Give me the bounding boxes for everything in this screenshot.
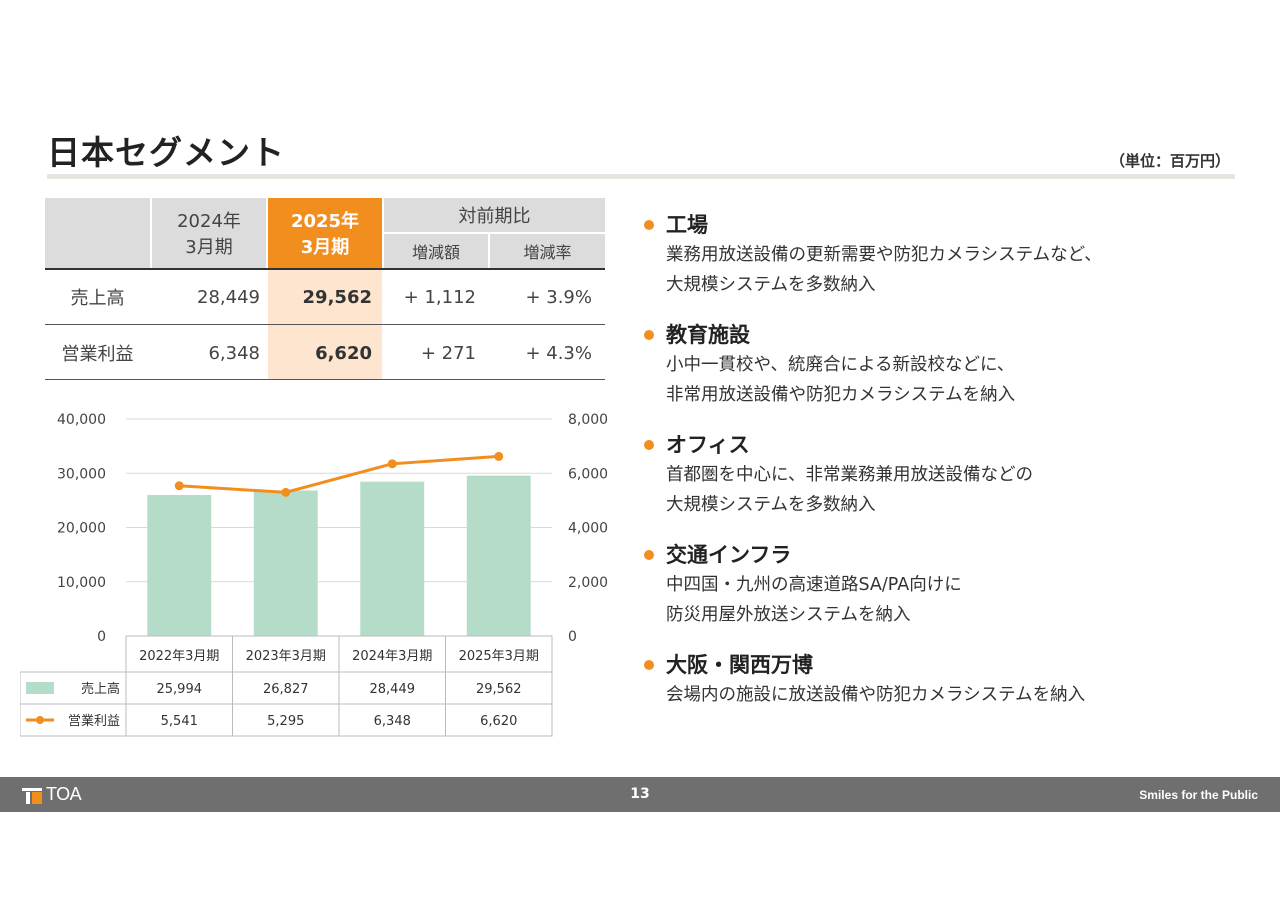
- table-rule-mid: [45, 324, 605, 325]
- row-profit-diff: + 271: [420, 342, 476, 364]
- legend-line-marker: [36, 716, 44, 724]
- legend-profit-label: 営業利益: [68, 713, 120, 729]
- line-profit: [179, 454, 499, 494]
- bullet-dot-icon: [644, 330, 654, 340]
- slogan: Smiles for the Public: [1139, 788, 1258, 802]
- table-profit-value: 6,620: [480, 714, 517, 729]
- y-right-tick: 6,000: [568, 466, 608, 482]
- highlight-line: 大規模システムを多数納入: [666, 495, 876, 515]
- bullet-dot-icon: [644, 550, 654, 560]
- table-profit-value: 6,348: [374, 714, 411, 729]
- bar-sales: [253, 490, 318, 636]
- highlight-head: 大阪・関西万博: [666, 653, 813, 677]
- header-2025: [268, 198, 382, 268]
- bullet-dot-icon: [644, 660, 654, 670]
- bullet-dot-icon: [644, 440, 654, 450]
- page-title: 日本セグメント: [47, 133, 285, 172]
- header-2024: [152, 198, 266, 268]
- table-sales-value: 25,994: [157, 682, 203, 697]
- header-rate-bg: [490, 234, 605, 268]
- y-right-tick: 2,000: [568, 575, 608, 591]
- highlight-line: 非常用放送設備や防犯カメラシステムを納入: [666, 385, 1016, 405]
- highlight-line: 小中一貫校や、統廃合による新設校などに、: [666, 355, 1015, 375]
- point-profit: [174, 481, 184, 491]
- page-number: 13: [630, 786, 650, 802]
- header-rate: 増減率: [523, 243, 572, 262]
- table-rule-top: [45, 268, 605, 270]
- bar-sales: [466, 475, 531, 636]
- highlight-head: 工場: [666, 213, 708, 237]
- y-left-tick: 10,000: [57, 575, 106, 591]
- highlight-line: 中四国・九州の高速道路SA/PA向けに: [666, 575, 962, 595]
- row-profit-2025: 6,620: [315, 342, 372, 364]
- header-2025-year: 2025年: [290, 211, 360, 232]
- header-diff: 増減額: [411, 243, 460, 262]
- highlight-line: 業務用放送設備の更新需要や防犯カメラシステムなど、: [666, 245, 1102, 265]
- bullet-dot-icon: [644, 220, 654, 230]
- highlight-expo: 大阪・関西万博 会場内の施設に放送設備や防犯カメラシステムを納入: [640, 650, 1240, 710]
- header-yoy-bg: [384, 198, 605, 232]
- bar-sales: [147, 494, 212, 636]
- bar-sales: [360, 481, 425, 636]
- highlights-list: 工場 業務用放送設備の更新需要や防犯カメラシステムなど、 大規模システムを多数納…: [640, 210, 1240, 730]
- table-sales-value: 29,562: [476, 682, 522, 697]
- row-sales-2024: 28,449: [197, 286, 260, 308]
- row-sales-diff: + 1,112: [403, 286, 476, 308]
- table-profit-value: 5,541: [161, 714, 198, 729]
- highlight-line: 首都圏を中心に、非常業務兼用放送設備などの: [666, 465, 1033, 485]
- y-left-tick: 20,000: [57, 521, 106, 537]
- toa-logo: TOA: [22, 784, 82, 805]
- toa-logo-icon: [22, 787, 42, 804]
- row-sales-2025: 29,562: [302, 286, 372, 308]
- header-2024-period: 3月期: [185, 237, 233, 258]
- x-category-label: 2023年3月期: [246, 649, 326, 664]
- x-category-label: 2022年3月期: [139, 649, 219, 664]
- point-profit: [281, 487, 291, 497]
- point-profit: [387, 459, 397, 469]
- highlight-office: オフィス 首都圏を中心に、非常業務兼用放送設備などの 大規模システムを多数納入: [640, 430, 1240, 520]
- header-diff-bg: [384, 234, 488, 268]
- table-profit-value: 5,295: [267, 714, 304, 729]
- highlight-head: オフィス: [666, 433, 750, 457]
- y-right-tick: 8,000: [568, 412, 608, 428]
- x-category-label: 2024年3月期: [352, 649, 432, 664]
- logo-text: TOA: [46, 784, 82, 804]
- legend-sales-label: 売上高: [81, 681, 120, 697]
- unit-label: （単位：百万円）: [1109, 152, 1230, 170]
- x-category-label: 2025年3月期: [459, 649, 539, 664]
- highlight-education: 教育施設 小中一貫校や、統廃合による新設校などに、 非常用放送設備や防犯カメラシ…: [640, 320, 1240, 410]
- highlight-infra: 交通インフラ 中四国・九州の高速道路SA/PA向けに 防災用屋外放送システムを納…: [640, 540, 1240, 630]
- y-right-tick: 0: [568, 629, 577, 645]
- y-left-tick: 0: [97, 629, 106, 645]
- table-sales-value: 26,827: [263, 682, 309, 697]
- highlight-line: 大規模システムを多数納入: [666, 275, 876, 295]
- segment-chart: 0 10,000 20,000 30,000 40,000 0 2,000 4,000 6,00…: [20, 412, 608, 737]
- highlight-factory: 工場 業務用放送設備の更新需要や防犯カメラシステムなど、 大規模システムを多数納…: [640, 210, 1240, 300]
- row-profit-2024: 6,348: [208, 342, 260, 364]
- point-profit: [494, 451, 504, 461]
- header-2024-year: 2024年: [177, 211, 241, 232]
- y-left-tick: 40,000: [57, 412, 106, 428]
- y-left-tick: 30,000: [57, 466, 106, 482]
- title-divider: [47, 174, 1235, 179]
- summary-table: 2024年 3月期 2025年 3月期 対前期比 増減額 増減率 売上高 28,…: [45, 198, 605, 380]
- table-rule-bottom: [45, 379, 605, 380]
- y-right-tick: 4,000: [568, 521, 608, 537]
- footer-bar: TOA 13 Smiles for the Public: [0, 777, 1280, 812]
- row-label-profit: 営業利益: [61, 344, 134, 365]
- highlight-line: 会場内の施設に放送設備や防犯カメラシステムを納入: [666, 685, 1086, 705]
- table-sales-value: 28,449: [370, 682, 416, 697]
- row-label-sales: 売上高: [70, 288, 125, 309]
- highlight-line: 防災用屋外放送システムを納入: [666, 605, 911, 625]
- highlight-head: 教育施設: [666, 323, 750, 347]
- legend-bar-swatch: [26, 682, 54, 694]
- header-2025-period: 3月期: [300, 237, 350, 258]
- row-profit-rate: + 4.3%: [525, 342, 592, 364]
- row-sales-rate: + 3.9%: [525, 286, 592, 308]
- highlight-head: 交通インフラ: [666, 543, 792, 567]
- header-yoy: 対前期比: [458, 206, 531, 227]
- header-blank: [45, 198, 150, 268]
